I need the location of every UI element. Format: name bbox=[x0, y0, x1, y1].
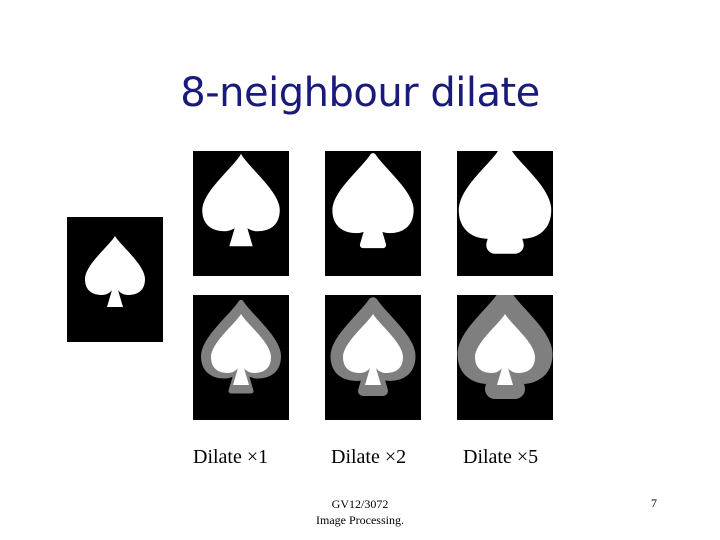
dilate-2-binary-image bbox=[325, 151, 421, 276]
original-spade-image bbox=[67, 217, 163, 342]
dilate-1-grey-image bbox=[193, 295, 289, 420]
slide-title: 8-neighbour dilate bbox=[180, 70, 540, 116]
caption-dilate-1: Dilate ×1 bbox=[193, 446, 269, 468]
dilate-5-grey-image bbox=[457, 295, 553, 420]
dilate-1-binary-image bbox=[193, 151, 289, 276]
caption-dilate-2: Dilate ×2 bbox=[331, 446, 407, 468]
dilate-2-grey-image bbox=[325, 295, 421, 420]
footer: GV12/3072 Image Processing. bbox=[0, 496, 720, 528]
dilate-5-binary-image bbox=[457, 151, 553, 276]
footer-course-code: GV12/3072 bbox=[331, 497, 389, 511]
page-number: 7 bbox=[651, 496, 657, 510]
caption-dilate-5: Dilate ×5 bbox=[463, 446, 539, 468]
footer-course-name: Image Processing. bbox=[316, 513, 404, 527]
